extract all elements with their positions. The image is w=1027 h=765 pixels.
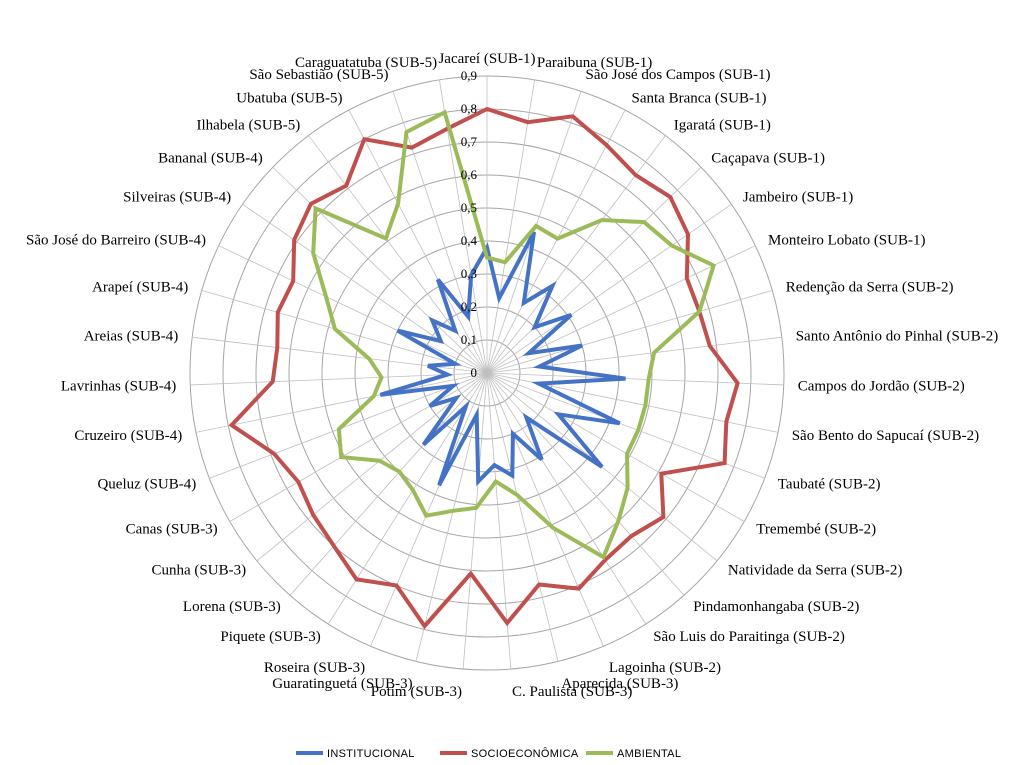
spoke-line — [201, 289, 488, 374]
category-label: Aparecida (SUB-3) — [561, 676, 678, 692]
category-label: Ubatuba (SUB-5) — [236, 91, 342, 107]
category-label: Lorena (SUB-3) — [183, 599, 281, 615]
radial-tick-label: 0,7 — [461, 134, 478, 149]
spoke-line — [392, 91, 488, 374]
spoke-line — [486, 372, 604, 647]
radial-tick-label: 0,4 — [461, 233, 478, 248]
radial-tick-label: 0,3 — [461, 266, 477, 281]
radar-series — [228, 106, 740, 630]
spoke-line — [327, 372, 488, 625]
spoke-line — [486, 372, 647, 625]
category-label: Redenção da Serra (SUB-2) — [786, 280, 954, 296]
category-label: Cruzeiro (SUB-4) — [74, 428, 182, 444]
category-label: Lagoinha (SUB-2) — [609, 660, 721, 676]
category-label: Tremembé (SUB-2) — [756, 522, 876, 538]
radial-tick-label: 0,2 — [461, 299, 477, 314]
category-label: Igaratá (SUB-1) — [674, 117, 771, 133]
radial-tick-label: 0 — [471, 365, 478, 380]
category-label: Potim (SUB-3) — [371, 684, 462, 700]
radar-spokes — [190, 76, 784, 670]
category-label: São Sebastião (SUB-5) — [249, 67, 388, 83]
category-label: Santa Branca (SUB-1) — [632, 91, 767, 107]
radial-tick-labels: 0 0,1 0,2 0,3 0,4 0,5 0,6 0,7 0,8 0,9 — [461, 68, 478, 380]
spoke-line — [486, 372, 765, 479]
category-label: Areias (SUB-4) — [84, 329, 179, 345]
category-label: Queluz (SUB-4) — [97, 476, 196, 492]
radial-tick-label: 0,8 — [461, 101, 477, 116]
radial-tick-label: 0,6 — [461, 167, 478, 182]
legend-label: SOCIOECONÔMICA — [471, 747, 579, 760]
category-label: Santo Antônio do Pinhal (SUB-2) — [796, 329, 999, 345]
category-label: Cunha (SUB-3) — [152, 563, 247, 579]
category-label: Taubaté (SUB-2) — [778, 476, 881, 492]
spoke-line — [190, 372, 488, 386]
radial-tick-label: 0,9 — [461, 68, 477, 83]
category-label: Canas (SUB-3) — [126, 522, 218, 538]
spoke-line — [486, 203, 732, 374]
category-label: Lavrinhas (SUB-4) — [61, 379, 176, 395]
category-label: Monteiro Lobato (SUB-1) — [768, 233, 925, 249]
category-label: Pindamonhangaba (SUB-2) — [693, 599, 859, 615]
category-label: Arapeí (SUB-4) — [92, 280, 188, 296]
category-label: São Bento do Sapucaí (SUB-2) — [792, 428, 979, 444]
radial-tick-label: 0,1 — [461, 332, 477, 347]
category-label: Guaratinguetá (SUB-3) — [272, 676, 412, 692]
category-label: Caraguatatuba (SUB-5) — [295, 55, 437, 71]
spoke-line — [486, 109, 626, 374]
category-label: Jacareí (SUB-1) — [438, 51, 535, 67]
radial-tick-label: 0,5 — [461, 200, 477, 215]
spoke-line — [348, 109, 488, 374]
category-label: C. Paulista (SUB-3) — [512, 684, 632, 700]
spoke-line — [486, 79, 536, 374]
spoke-line — [462, 372, 488, 670]
spoke-line — [486, 372, 685, 596]
legend: INSTITUCIONAL SOCIOECONÔMICA AMBIENTAL — [296, 747, 681, 760]
category-label: Natividade da Serra (SUB-2) — [728, 563, 903, 579]
category-label: Paraibuna (SUB-1) — [537, 55, 652, 71]
spoke-line — [486, 166, 702, 374]
spoke-line — [289, 372, 488, 596]
category-label: São Luis do Paraitinga (SUB-2) — [653, 629, 845, 645]
series-line-3 — [311, 109, 717, 560]
spoke-line — [486, 372, 559, 662]
spoke-line — [195, 372, 488, 433]
spoke-line — [486, 289, 773, 374]
spoke-line — [229, 372, 488, 522]
spoke-line — [209, 372, 488, 479]
series-line-1 — [379, 231, 626, 487]
category-label: Piquete (SUB-3) — [220, 629, 320, 645]
spoke-line — [486, 372, 784, 386]
spoke-line — [242, 203, 488, 374]
spoke-line — [486, 372, 745, 522]
category-label: Bananal (SUB-4) — [158, 151, 263, 167]
category-label: Campos do Jordão (SUB-2) — [798, 379, 965, 395]
category-label: São José do Barreiro (SUB-4) — [26, 233, 206, 249]
spoke-line — [256, 372, 488, 562]
category-labels: Jacareí (SUB-1) Paraibuna (SUB-1)São José… — [26, 51, 998, 700]
spoke-line — [370, 372, 488, 647]
spoke-line — [272, 166, 488, 374]
category-label: Roseira (SUB-3) — [264, 660, 365, 676]
category-label: Ilhabela (SUB-5) — [196, 117, 300, 133]
legend-label: AMBIENTAL — [617, 748, 681, 760]
category-label: São José dos Campos (SUB-1) — [586, 67, 771, 83]
category-label: Caçapava (SUB-1) — [711, 151, 825, 167]
category-label: Jambeiro (SUB-1) — [743, 189, 853, 205]
series-line-2 — [228, 106, 740, 630]
spoke-line — [218, 245, 488, 374]
category-label: Silveiras (SUB-4) — [123, 189, 231, 205]
legend-label: INSTITUCIONAL — [327, 748, 415, 760]
